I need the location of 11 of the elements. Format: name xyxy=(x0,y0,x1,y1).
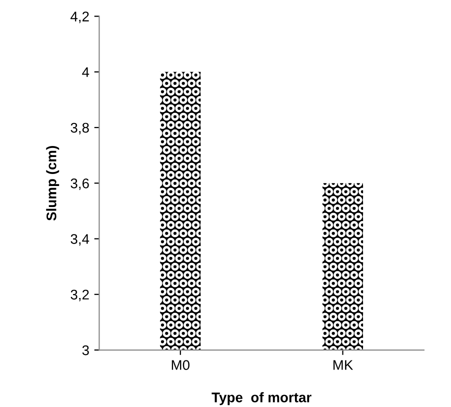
y-tick-label: 3,8 xyxy=(70,122,89,134)
y-tick-label: 3,4 xyxy=(70,234,90,246)
y-axis-title: Slump (cm) xyxy=(46,146,60,221)
y-tick-label: 4,2 xyxy=(70,12,89,24)
y-tick-label: 3,2 xyxy=(70,290,89,302)
y-tick-label: 4 xyxy=(82,67,90,77)
x-tick-label: M0 xyxy=(172,360,190,370)
y-tick-label: 3 xyxy=(82,345,89,356)
y-tick-label: 3,6 xyxy=(70,178,89,190)
x-axis-title: Type of mortar xyxy=(212,392,312,406)
x-tick-label: MK xyxy=(333,360,354,370)
